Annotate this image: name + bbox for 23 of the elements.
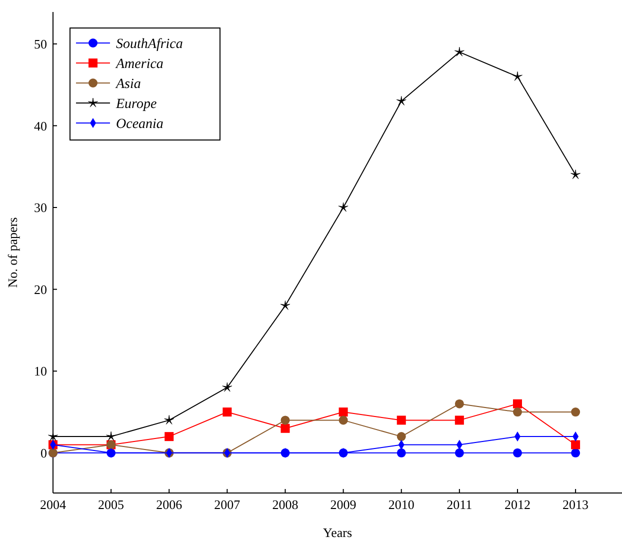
y-tick-label: 20 — [34, 282, 47, 297]
y-tick-label: 10 — [34, 364, 47, 379]
x-tick-label: 2012 — [504, 497, 530, 512]
x-tick-label: 2008 — [272, 497, 298, 512]
x-axis-title: Years — [322, 525, 352, 540]
legend-label: Asia — [115, 76, 141, 92]
x-tick-label: 2011 — [446, 497, 472, 512]
legend-label: America — [115, 56, 164, 72]
x-tick-label: 2009 — [330, 497, 356, 512]
y-tick-label: 30 — [34, 200, 47, 216]
y-tick-label: 40 — [34, 118, 47, 134]
x-tick-label: 2007 — [214, 497, 241, 512]
y-tick-label: 50 — [34, 36, 47, 52]
x-tick-label: 2013 — [562, 497, 589, 512]
x-tick-label: 2005 — [98, 497, 124, 512]
legend-label: Oceania — [116, 116, 164, 132]
x-tick-label: 2006 — [156, 497, 183, 512]
y-axis-title: No. of papers — [5, 217, 20, 288]
legend-label: SouthAfrica — [116, 36, 183, 52]
x-tick-label: 2010 — [388, 497, 414, 512]
legend-label: Europe — [115, 96, 157, 112]
x-tick-label: 2004 — [40, 497, 66, 512]
y-tick-label: 0 — [40, 445, 47, 460]
